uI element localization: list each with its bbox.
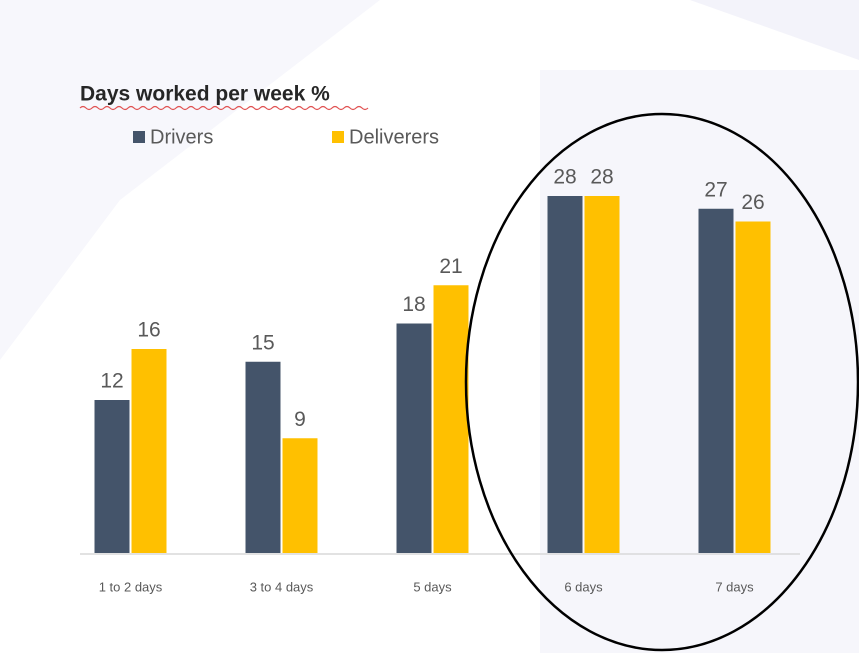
data-label: 21	[439, 255, 462, 278]
legend: Drivers Deliverers	[133, 126, 439, 148]
bar	[245, 361, 281, 553]
data-label: 16	[137, 319, 160, 342]
x-tick-label: 6 days	[564, 579, 603, 594]
data-label: 12	[100, 370, 123, 393]
spellcheck-underline	[79, 105, 369, 111]
legend-label: Deliverers	[349, 126, 439, 148]
data-label: 28	[590, 166, 613, 189]
data-label: 9	[294, 408, 306, 431]
data-label: 27	[704, 178, 727, 201]
bar	[584, 196, 620, 553]
data-label: 26	[741, 191, 764, 214]
x-tick-label: 3 to 4 days	[250, 579, 314, 594]
data-label: 15	[251, 331, 274, 354]
bar	[547, 196, 583, 553]
x-tick-label: 7 days	[715, 579, 754, 594]
bar	[433, 285, 469, 553]
bar	[94, 400, 130, 553]
x-tick-label: 1 to 2 days	[99, 579, 163, 594]
data-label: 18	[402, 293, 425, 316]
bar	[396, 323, 432, 553]
legend-swatch	[133, 131, 145, 143]
data-label: 28	[553, 166, 576, 189]
x-tick-label: 5 days	[413, 579, 452, 594]
background-shape	[690, 0, 859, 60]
bar	[698, 208, 734, 553]
bar	[735, 221, 771, 553]
chart-title: Days worked per week %	[80, 83, 330, 106]
background-shape	[0, 0, 380, 360]
highlight-ellipse	[464, 112, 859, 652]
bar	[282, 438, 318, 553]
legend-swatch	[332, 131, 344, 143]
legend-label: Drivers	[150, 126, 213, 148]
bar	[131, 349, 167, 553]
